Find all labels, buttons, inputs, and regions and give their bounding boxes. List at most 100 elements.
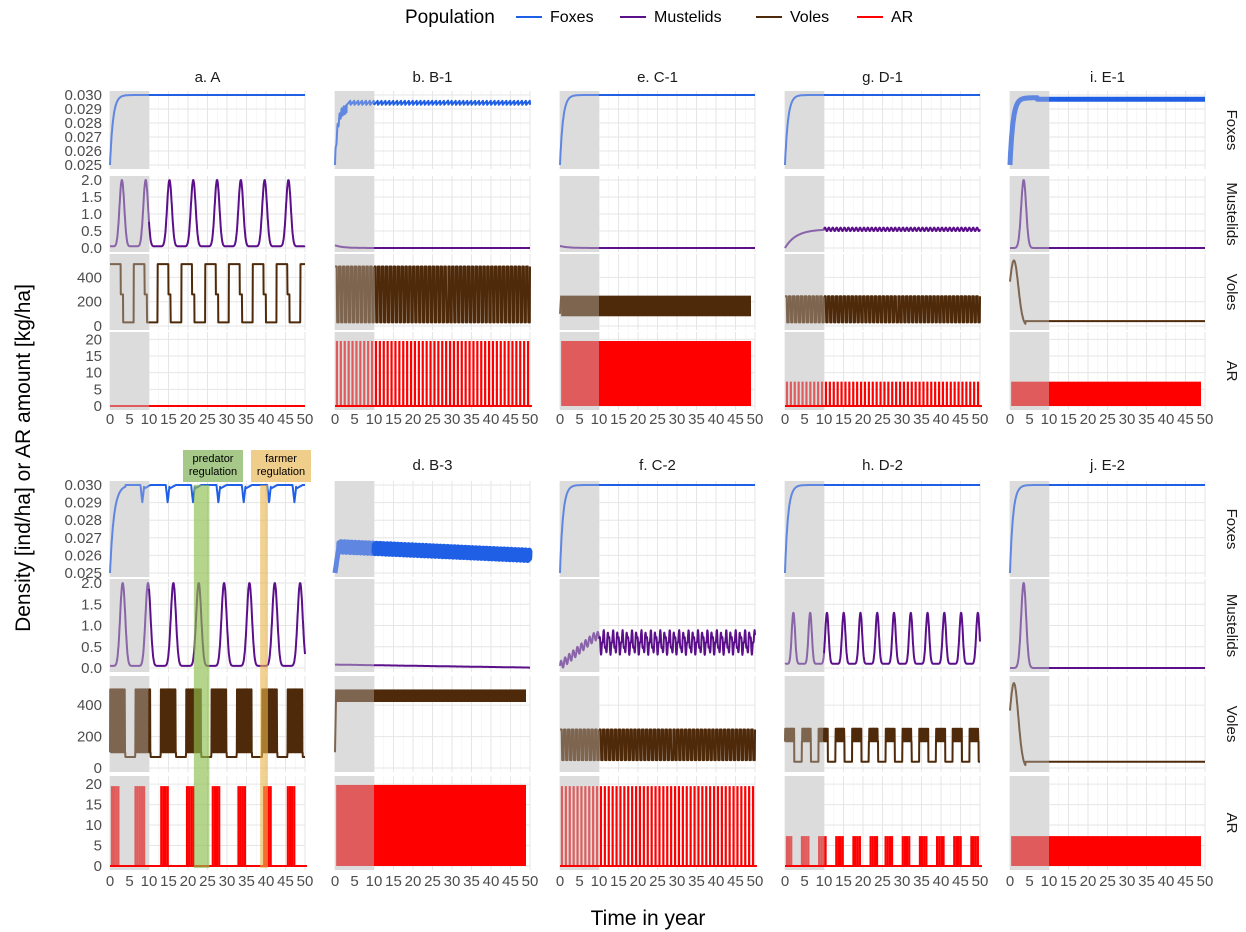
facet-voles xyxy=(784,254,981,330)
x-tick-label: 45 xyxy=(1177,411,1194,428)
x-axis-ticks: 0 5 10 15 20 25 30 35 40 45 50 xyxy=(1006,411,1214,428)
x-tick-label: 15 xyxy=(385,411,402,428)
facet-foxes xyxy=(559,91,756,169)
x-tick-label: 0 xyxy=(331,411,339,428)
y-tick-label: 20 xyxy=(85,776,102,793)
series-line-burnin xyxy=(334,99,375,166)
x-tick-label: 50 xyxy=(522,873,539,890)
legend-title: Population xyxy=(405,7,495,28)
series-band-burnin xyxy=(1011,381,1049,406)
x-tick-label: 5 xyxy=(800,873,808,890)
legend-label-voles: Voles xyxy=(790,9,829,26)
x-tick-label: 30 xyxy=(444,411,461,428)
x-tick-label: 30 xyxy=(894,873,911,890)
y-tick-label: 0.026 xyxy=(64,143,102,160)
x-tick-label: 15 xyxy=(160,873,177,890)
x-tick-label: 45 xyxy=(727,411,744,428)
series-line-burnin xyxy=(559,245,600,249)
series-line-burnin xyxy=(334,663,375,667)
x-tick-label: 30 xyxy=(669,411,686,428)
x-tick-label: 35 xyxy=(238,873,255,890)
y-tick-label: 1.0 xyxy=(81,206,102,223)
x-tick-label: 35 xyxy=(913,873,930,890)
x-tick-label: 50 xyxy=(522,411,539,428)
facet-foxes: Foxes xyxy=(1007,91,1240,169)
x-tick-label: 20 xyxy=(1080,411,1097,428)
facet-voles: Voles xyxy=(1009,676,1240,772)
burn-in-shade xyxy=(110,332,149,410)
x-tick-label: 25 xyxy=(1099,873,1116,890)
series-line-burnin xyxy=(1009,179,1050,249)
panel-title: e. C-1 xyxy=(637,69,678,86)
facet-ar: AR xyxy=(1009,332,1240,410)
y-tick-label: 0.5 xyxy=(81,223,102,240)
y-tick-label: 0.027 xyxy=(64,129,102,146)
series-band xyxy=(1049,836,1201,866)
x-tick-label: 40 xyxy=(708,411,725,428)
series-band-burnin xyxy=(336,784,374,866)
x-tick-label: 5 xyxy=(1025,411,1033,428)
legend-label-foxes: Foxes xyxy=(550,9,594,26)
facet-voles: 0 200 400 xyxy=(77,676,306,777)
panel-title: g. D-1 xyxy=(862,69,903,86)
strip-label: AR xyxy=(1223,813,1240,834)
x-tick-label: 35 xyxy=(913,411,930,428)
x-tick-label: 0 xyxy=(556,873,564,890)
predator-regulation-band xyxy=(193,485,210,868)
facet-mustelids xyxy=(334,176,531,252)
x-tick-label: 40 xyxy=(1158,411,1175,428)
facet-mustelids xyxy=(559,579,756,672)
y-tick-label: 10 xyxy=(85,817,102,834)
x-tick-label: 10 xyxy=(366,873,383,890)
x-tick-label: 45 xyxy=(952,411,969,428)
x-tick-label: 0 xyxy=(331,873,339,890)
x-tick-label: 10 xyxy=(141,411,158,428)
strip-label: Voles xyxy=(1223,274,1240,311)
panel-5: i. E-1 Foxes Mustelids Voles AR 0 5 10 15 20 25 30 3… xyxy=(1006,69,1240,428)
x-tick-label: 35 xyxy=(463,873,480,890)
series-line-burnin xyxy=(784,94,825,166)
x-tick-label: 40 xyxy=(483,873,500,890)
x-tick-label: 10 xyxy=(816,873,833,890)
x-tick-label: 35 xyxy=(1138,411,1155,428)
x-tick-label: 20 xyxy=(180,873,197,890)
x-tick-label: 20 xyxy=(630,411,647,428)
panel-4: g. D-1 0 5 10 15 20 25 30 35 40 45 50 xyxy=(781,69,989,428)
facet-voles: Voles xyxy=(1009,254,1240,330)
x-tick-label: 35 xyxy=(1138,873,1155,890)
series-line xyxy=(373,265,531,324)
y-tick-label: 0.5 xyxy=(81,639,102,656)
x-tick-label: 10 xyxy=(591,411,608,428)
strip-label: Mustelids xyxy=(1223,594,1240,657)
x-tick-label: 5 xyxy=(575,411,583,428)
facet-foxes: Foxes xyxy=(1009,481,1240,577)
series-line xyxy=(823,727,981,763)
series-band-burnin xyxy=(561,341,599,406)
x-tick-label: 25 xyxy=(1099,411,1116,428)
y-tick-label: 0.025 xyxy=(64,157,102,174)
y-tick-label: 15 xyxy=(85,348,102,365)
x-tick-label: 35 xyxy=(688,411,705,428)
x-tick-label: 5 xyxy=(800,411,808,428)
y-tick-label: 0 xyxy=(94,398,102,415)
series-line-burnin xyxy=(784,228,825,249)
series-line-burnin xyxy=(109,179,150,248)
series-line-burnin xyxy=(109,688,150,758)
y-tick-label: 200 xyxy=(77,294,102,311)
y-tick-label: 20 xyxy=(85,331,102,348)
y-tick-label: 400 xyxy=(77,269,102,286)
x-tick-label: 0 xyxy=(781,873,789,890)
facet-mustelids: Mustelids xyxy=(1009,176,1240,252)
x-tick-label: 40 xyxy=(258,411,275,428)
y-tick-label: 10 xyxy=(85,365,102,382)
burn-in-shade xyxy=(335,579,374,672)
x-tick-label: 50 xyxy=(1197,411,1214,428)
x-tick-label: 15 xyxy=(835,411,852,428)
y-tick-label: 0.028 xyxy=(64,115,102,132)
panel-title: j. E-2 xyxy=(1089,457,1125,474)
x-tick-label: 50 xyxy=(747,873,764,890)
facet-ar xyxy=(559,332,756,410)
x-tick-label: 0 xyxy=(106,873,114,890)
y-tick-label: 5 xyxy=(94,381,102,398)
